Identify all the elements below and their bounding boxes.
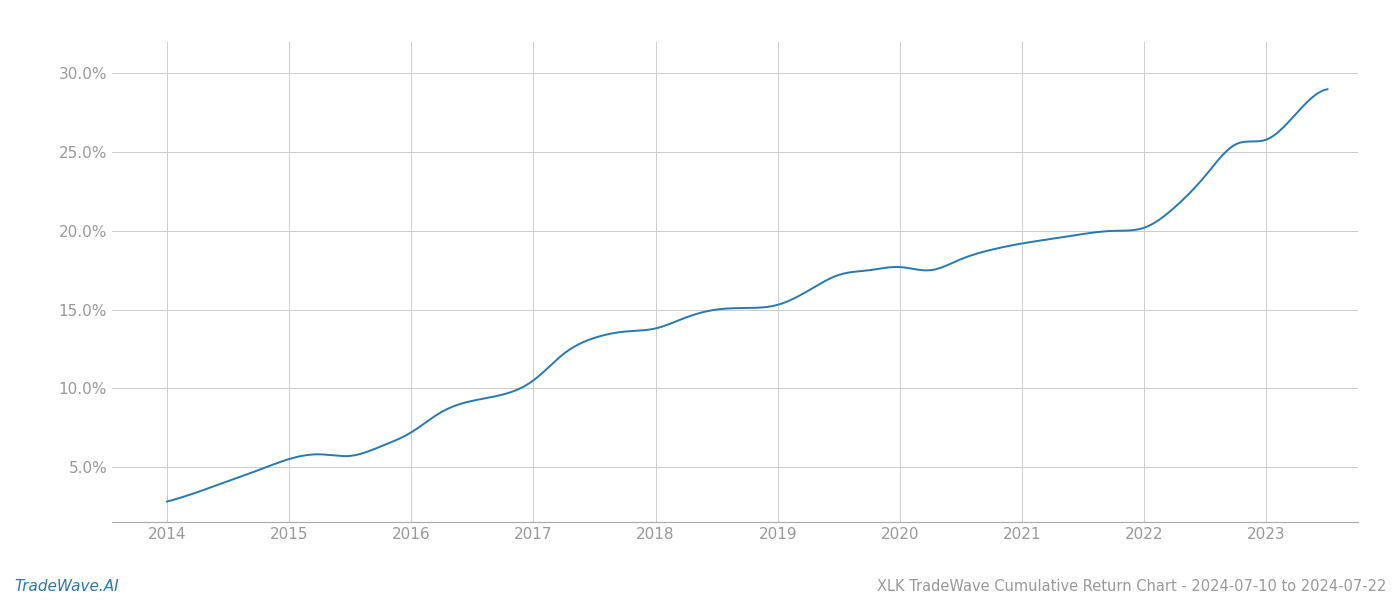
Text: XLK TradeWave Cumulative Return Chart - 2024-07-10 to 2024-07-22: XLK TradeWave Cumulative Return Chart - … <box>876 579 1386 594</box>
Text: TradeWave.AI: TradeWave.AI <box>14 579 119 594</box>
